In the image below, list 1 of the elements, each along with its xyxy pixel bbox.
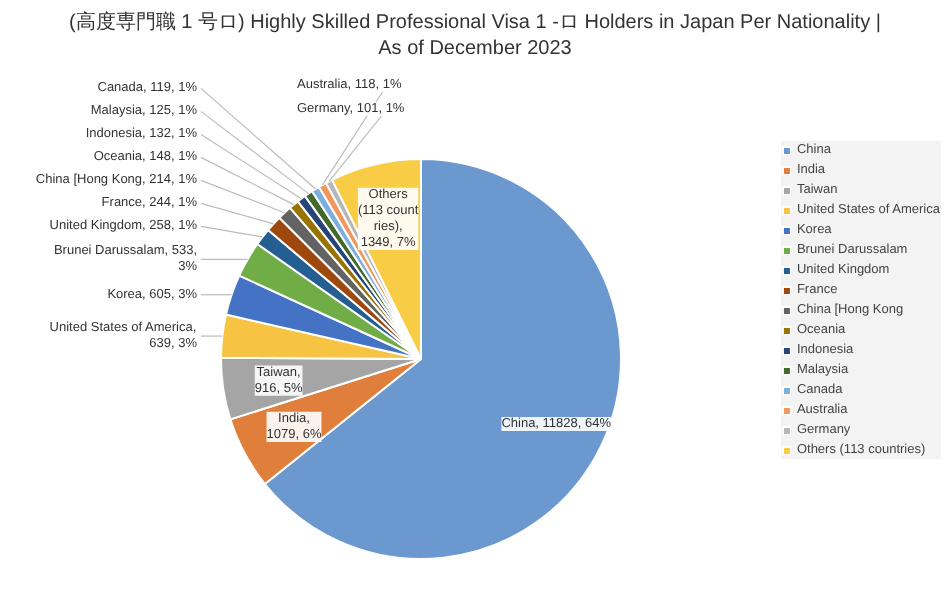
chart-title: (高度専門職 1 号ロ) Highly Skilled Professional Visa 1 -ロ Holders in Japan Per Nationality | As of December 2023 [69,10,881,60]
